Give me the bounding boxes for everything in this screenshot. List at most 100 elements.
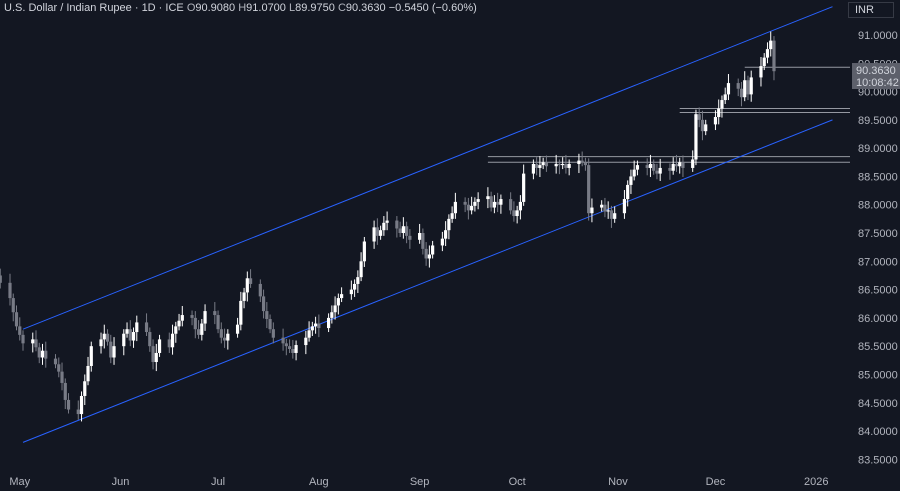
candle-body: [40, 350, 45, 358]
candle-body: [193, 317, 197, 330]
candle-body: [629, 176, 633, 185]
candle-body: [219, 329, 223, 338]
candle-body: [57, 364, 61, 372]
y-tick-label: 89.5000: [858, 115, 898, 127]
candle-body: [694, 114, 698, 160]
candle-body: [213, 311, 217, 316]
candle-body: [336, 298, 340, 306]
candle-body: [499, 199, 503, 205]
x-tick-label: Jun: [112, 476, 130, 488]
candle-body: [349, 289, 353, 295]
candle-body: [18, 326, 22, 335]
last-price-label: 90.3630: [856, 65, 896, 77]
candle-body: [535, 163, 539, 168]
candle-body: [125, 329, 129, 334]
x-tick-label: Sep: [410, 476, 430, 488]
candle-body: [200, 323, 204, 335]
candle-body: [265, 311, 269, 320]
candle-body: [697, 114, 701, 120]
candle-body: [31, 339, 35, 344]
candle-body: [359, 261, 363, 278]
candle-body: [284, 343, 288, 347]
candle-body: [37, 347, 41, 358]
y-tick-label: 83.5000: [858, 454, 898, 466]
candle-body: [476, 199, 480, 202]
x-tick-label: Nov: [608, 476, 628, 488]
candle-body: [587, 165, 591, 214]
high-value: 91.0700: [246, 2, 286, 14]
candle-body: [463, 201, 467, 205]
candle-body: [372, 227, 376, 242]
candle-body: [99, 339, 103, 347]
candle-body: [21, 334, 25, 344]
candle-body: [765, 49, 770, 58]
x-tick-label: Oct: [509, 476, 526, 488]
candle-body: [515, 210, 519, 217]
candle-body: [151, 346, 155, 363]
candle-body: [531, 163, 536, 174]
candle-body: [678, 162, 682, 167]
candle-body: [440, 238, 444, 246]
candle-body: [450, 213, 454, 219]
candle-body: [362, 241, 366, 262]
candle-body: [258, 283, 262, 297]
candle-body: [632, 169, 636, 177]
candle-body: [564, 163, 568, 168]
candle-body: [122, 333, 126, 347]
candle-body: [453, 201, 457, 214]
candle-body: [216, 315, 220, 330]
candle-body: [60, 371, 64, 383]
candle-body: [76, 409, 80, 415]
y-tick-label: 86.5000: [858, 285, 898, 297]
candle-body: [317, 323, 321, 329]
candle-body: [645, 165, 649, 168]
candle-body: [421, 233, 425, 249]
candle-body: [180, 315, 184, 321]
candle-body: [626, 184, 630, 200]
chart-header: U.S. Dollar / Indian Rupee · 1D · ICE O9…: [4, 2, 477, 14]
high-label: H: [238, 2, 247, 14]
y-tick-label: 85.5000: [858, 341, 898, 353]
candle-body: [418, 233, 422, 240]
candle-body: [668, 167, 672, 171]
y-tick-label: 87.0000: [858, 256, 898, 268]
y-tick-label: 88.0000: [858, 200, 898, 212]
candle-body: [79, 395, 84, 415]
candle-body: [658, 167, 662, 174]
candle-body: [746, 80, 750, 95]
candle-body: [557, 163, 562, 166]
trend-channel: [22, 6, 833, 443]
candle-body: [470, 205, 474, 211]
candle-body: [261, 296, 266, 312]
candle-body: [395, 220, 399, 229]
candle-body: [652, 163, 656, 171]
candle-body: [382, 222, 386, 231]
candle-body: [544, 162, 549, 167]
candle-body: [561, 163, 565, 166]
candle-body: [268, 319, 272, 330]
candle-body: [34, 339, 38, 348]
y-tick-label: 84.5000: [858, 398, 898, 410]
candle-body: [518, 201, 523, 211]
candle-body: [674, 163, 679, 167]
candle-body: [603, 204, 607, 212]
candle-body: [700, 119, 705, 132]
candle-body: [723, 94, 727, 101]
candle-body: [769, 40, 773, 50]
candle-body: [538, 165, 542, 168]
candle-body: [600, 204, 604, 208]
open-value: 90.9080: [195, 2, 236, 14]
currency-button[interactable]: INR: [848, 2, 894, 18]
candle-body: [444, 230, 448, 239]
y-tick-label: 87.5000: [858, 228, 898, 240]
candle-body: [310, 326, 314, 331]
y-tick-label: 88.5000: [858, 171, 898, 183]
candle-body: [743, 80, 747, 98]
candle-body: [762, 57, 766, 67]
candle-body: [424, 248, 428, 259]
candle-body: [580, 160, 584, 163]
candle-body: [671, 163, 675, 171]
candle-body: [235, 324, 240, 334]
candle-body: [408, 235, 412, 240]
